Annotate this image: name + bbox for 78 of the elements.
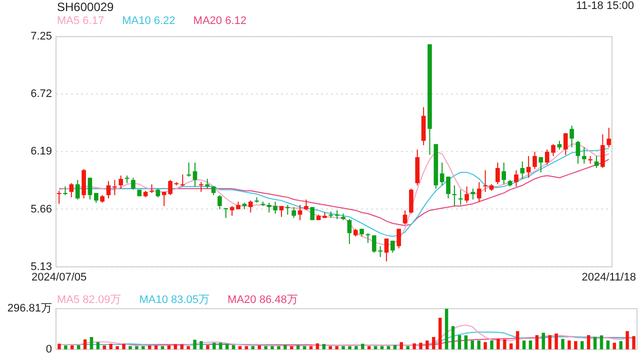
bar (186, 346, 190, 350)
bar (122, 344, 126, 350)
bar (593, 337, 597, 350)
bar (516, 331, 520, 350)
bar (426, 340, 429, 350)
text: MA20 86.48万 (228, 294, 298, 306)
bar (626, 331, 629, 350)
bar (419, 342, 422, 350)
bar (270, 346, 274, 350)
bar (206, 345, 210, 350)
bar (90, 337, 94, 350)
bar (412, 343, 416, 350)
candlestick (137, 190, 142, 196)
x-tick-label: 2024/07/05 (32, 271, 87, 284)
bar (574, 341, 578, 350)
bar (484, 342, 487, 350)
candlestick (224, 208, 228, 218)
y-tick-label: 7.25 (30, 30, 52, 43)
text: MA5 6.17 (57, 15, 104, 27)
bar (490, 340, 494, 350)
chart-title: SH600029 (57, 0, 114, 14)
bar (361, 344, 364, 350)
bar (477, 340, 480, 350)
y-tick-label: 296.81万 (7, 302, 52, 315)
bar (264, 346, 268, 350)
y-tick-label: 0 (46, 343, 52, 356)
bar (128, 346, 132, 350)
bar (444, 308, 448, 350)
bar (348, 346, 352, 350)
bar (432, 337, 436, 350)
text: MA10 6.22 (122, 15, 176, 27)
text: 11-18 15:00 (576, 0, 634, 12)
text: MA20 6.12 (193, 15, 246, 27)
candlestick (328, 211, 334, 218)
bar (116, 346, 119, 350)
bar (548, 335, 552, 350)
bar (70, 345, 74, 350)
bar (464, 335, 468, 350)
bar (354, 346, 358, 350)
y-tick-label: 5.13 (30, 260, 52, 273)
candlestick (334, 210, 340, 220)
candlestick (366, 233, 370, 243)
bar (600, 335, 604, 350)
bar (58, 344, 61, 350)
bar (342, 346, 345, 350)
bar (328, 346, 332, 350)
text: MA5 82.09万 (57, 294, 122, 306)
y-tick-label: 5.66 (30, 203, 52, 216)
bar (535, 335, 539, 350)
bar (619, 341, 622, 350)
bar (554, 333, 558, 350)
bar (406, 346, 410, 350)
bar (64, 345, 68, 350)
bar (258, 345, 261, 350)
bar (458, 335, 462, 350)
bar (277, 346, 280, 350)
bar (135, 346, 138, 350)
bar (496, 338, 500, 350)
bar (503, 339, 506, 350)
bar (335, 346, 338, 350)
text: MA10 83.05万 (139, 294, 210, 306)
x-tick-label: 2024/11/18 (582, 271, 636, 284)
bar (438, 318, 442, 350)
candlestick (310, 207, 315, 220)
bar (212, 342, 216, 350)
bar (580, 341, 584, 350)
y-tick-label: 6.19 (30, 146, 52, 158)
bar (568, 340, 571, 350)
candlestick (174, 182, 179, 186)
bar (561, 338, 564, 350)
bar (193, 340, 196, 350)
bar (142, 346, 145, 350)
y-tick-label: 6.72 (30, 88, 52, 100)
bar (451, 326, 455, 350)
bar (632, 336, 636, 350)
bar (284, 345, 287, 350)
bar (200, 341, 203, 350)
bar (586, 335, 590, 350)
